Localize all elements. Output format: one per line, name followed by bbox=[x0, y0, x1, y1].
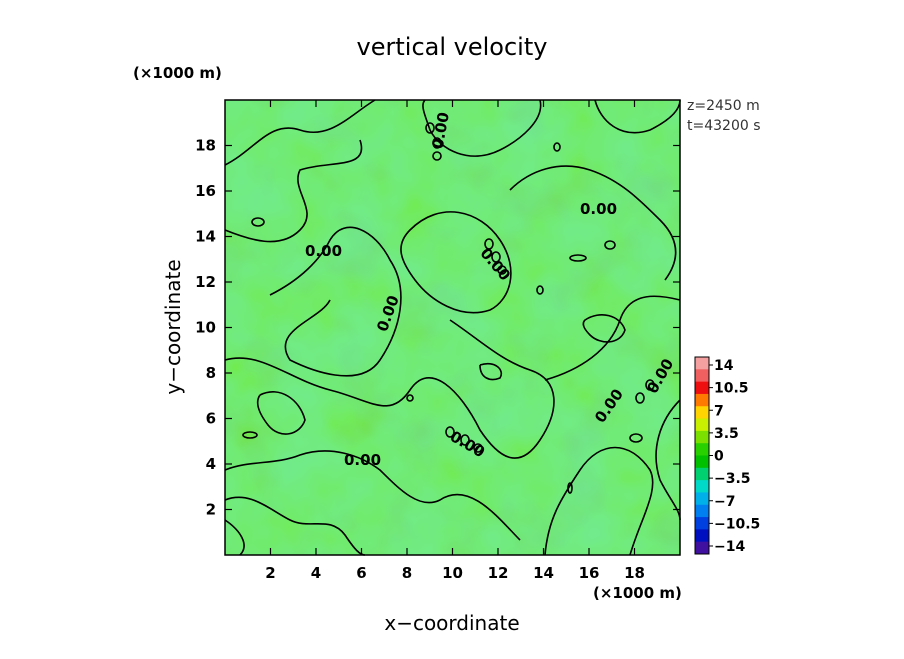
colorbar-tick-label: 3.5 bbox=[714, 426, 739, 442]
contour-ring bbox=[460, 434, 470, 446]
contour-ring bbox=[251, 217, 265, 227]
colorbar-segment bbox=[695, 541, 709, 555]
contour-ring bbox=[604, 240, 616, 250]
contour-line bbox=[224, 139, 363, 243]
colorbar-tick-label: −3.5 bbox=[714, 471, 751, 487]
contour-line bbox=[224, 519, 245, 556]
velocity-field-texture bbox=[225, 100, 680, 555]
contour-ring bbox=[432, 137, 442, 149]
zero-contours bbox=[224, 99, 681, 556]
colorbar-segment bbox=[695, 443, 709, 456]
contour-ring bbox=[497, 265, 507, 275]
colorbar-tick-label: −7 bbox=[714, 494, 735, 510]
x-tick-label: 16 bbox=[579, 564, 600, 582]
contour-line bbox=[509, 165, 677, 281]
y-tick-label: 8 bbox=[206, 364, 216, 382]
colorbar-segment bbox=[695, 467, 709, 481]
contour-line bbox=[582, 314, 626, 343]
time-annotation: t=43200 s bbox=[687, 118, 761, 134]
colorbar-tick-label: 14 bbox=[714, 358, 734, 374]
colorbar-segment bbox=[695, 504, 709, 518]
plot-area: 0.00 0.00 0.00 0.00 0.00 0.00 0.00 0.00 … bbox=[195, 99, 681, 582]
contour-ring bbox=[242, 431, 258, 439]
x-unit-label: (×1000 m) bbox=[593, 584, 682, 602]
colorbar-tick-label: 10.5 bbox=[714, 381, 749, 397]
axis-ticks: 2 4 6 8 10 12 14 16 18 2 4 6 8 10 12 14 16 18 bbox=[195, 100, 680, 582]
contour-ring bbox=[635, 392, 645, 404]
colorbar-segment bbox=[695, 369, 709, 383]
colorbar-segment bbox=[695, 480, 709, 493]
colorbar-segment bbox=[695, 529, 709, 543]
y-unit-label: (×1000 m) bbox=[133, 64, 222, 82]
contour-ring bbox=[425, 122, 435, 134]
contour-label: 0.00 bbox=[344, 451, 381, 469]
contour-ring bbox=[567, 482, 573, 494]
contour-ring bbox=[536, 285, 544, 295]
x-tick-label: 4 bbox=[311, 564, 321, 582]
contour-line bbox=[224, 99, 376, 166]
contour-line bbox=[269, 226, 402, 377]
colorbar-segment bbox=[695, 430, 709, 444]
y-tick-label: 6 bbox=[206, 410, 216, 428]
x-tick-label: 14 bbox=[533, 564, 554, 582]
colorbar-segment bbox=[695, 517, 709, 530]
colorbar-tick-label: −10.5 bbox=[714, 516, 760, 532]
colorbar-segment bbox=[695, 357, 709, 370]
colorbar-segment bbox=[695, 418, 709, 432]
contour-line bbox=[544, 446, 654, 556]
y-tick-label: 4 bbox=[206, 455, 216, 473]
x-tick-label: 8 bbox=[402, 564, 412, 582]
y-tick-label: 2 bbox=[206, 501, 216, 519]
x-tick-label: 2 bbox=[265, 564, 275, 582]
chart-title: vertical velocity bbox=[357, 33, 548, 61]
contour-ring bbox=[553, 142, 561, 152]
y-tick-label: 10 bbox=[195, 319, 216, 337]
colorbar-segment bbox=[695, 455, 709, 469]
y-axis-label: y−coordinate bbox=[161, 259, 185, 394]
x-axis-label: x−coordinate bbox=[384, 611, 519, 635]
contour-line bbox=[422, 99, 542, 157]
contour-line bbox=[224, 450, 521, 541]
z-level-annotation: z=2450 m bbox=[687, 98, 760, 114]
contour-ring bbox=[491, 251, 501, 263]
y-tick-label: 12 bbox=[195, 273, 216, 291]
colorbar-segment bbox=[695, 381, 709, 395]
contour-ring bbox=[629, 433, 643, 443]
x-tick-label: 6 bbox=[356, 564, 366, 582]
colorbar-segment bbox=[695, 492, 709, 506]
x-tick-label: 10 bbox=[442, 564, 463, 582]
contour-ring bbox=[484, 238, 494, 250]
contour-ring bbox=[569, 254, 587, 262]
contour-label: 0.00 bbox=[305, 242, 342, 260]
colorbar-tick-label: 7 bbox=[714, 403, 724, 419]
y-tick-label: 14 bbox=[195, 228, 216, 246]
contour-ring bbox=[445, 426, 455, 438]
x-tick-label: 12 bbox=[488, 564, 509, 582]
contour-ring bbox=[406, 394, 414, 402]
contour-line bbox=[544, 295, 681, 381]
y-tick-label: 18 bbox=[195, 137, 216, 155]
colorbar-segment bbox=[695, 393, 709, 407]
contour-line bbox=[256, 391, 306, 435]
contour-ring bbox=[645, 379, 655, 391]
colorbar-tick-label: −14 bbox=[714, 539, 745, 555]
contour-line bbox=[400, 211, 512, 314]
contour-line bbox=[479, 362, 502, 381]
x-tick-label: 18 bbox=[624, 564, 645, 582]
contour-ring bbox=[432, 151, 442, 161]
contour-line bbox=[224, 319, 555, 459]
contour-label: 0.00 bbox=[580, 200, 617, 218]
contour-line bbox=[594, 99, 681, 134]
y-tick-label: 16 bbox=[195, 182, 216, 200]
contour-line bbox=[224, 496, 366, 556]
contour-ring bbox=[473, 443, 483, 453]
colorbar: 14 10.5 7 3.5 0 −3.5 −7 −10.5 −14 bbox=[694, 356, 760, 555]
colorbar-tick-label: 0 bbox=[714, 449, 724, 465]
colorbar-segment bbox=[695, 406, 709, 419]
